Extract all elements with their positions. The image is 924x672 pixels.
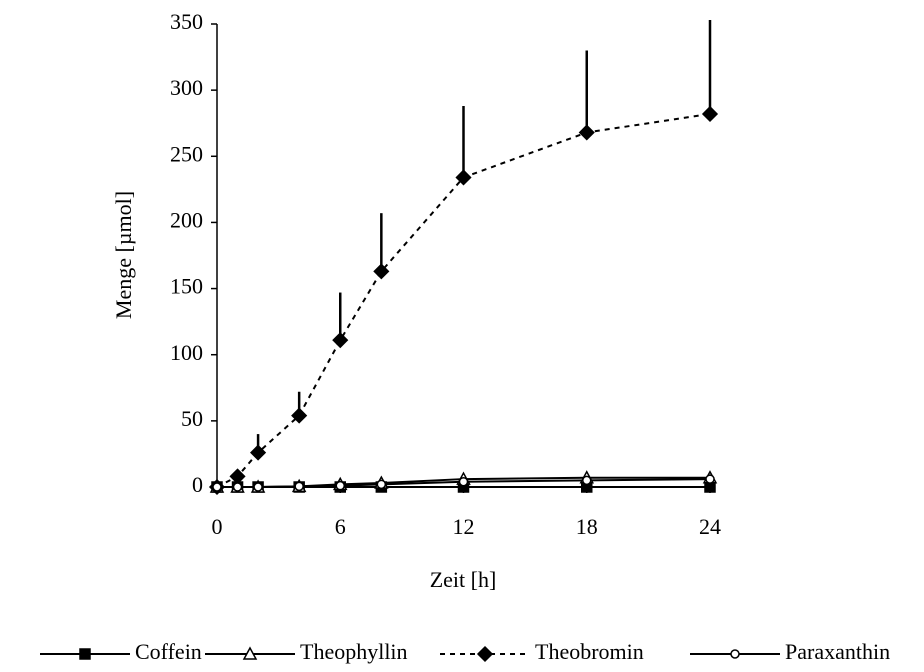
x-axis-title: Zeit [h] <box>430 567 497 592</box>
data-point <box>212 482 222 492</box>
data-point <box>376 479 387 490</box>
data-point <box>458 476 469 487</box>
data-point <box>705 474 715 484</box>
y-tick-label: 300 <box>170 75 203 100</box>
data-point <box>332 332 349 349</box>
x-tick-label: 6 <box>335 514 346 539</box>
y-tick-label: 350 <box>170 9 203 34</box>
data-point <box>582 475 592 486</box>
legend-label: Theobromin <box>535 639 644 664</box>
data-point <box>291 407 308 424</box>
legend-marker <box>242 646 258 660</box>
data-point <box>250 444 267 461</box>
legend-marker <box>730 649 740 659</box>
y-tick-label: 100 <box>170 340 203 365</box>
y-tick-label: 150 <box>170 274 203 299</box>
x-tick-label: 24 <box>699 514 721 539</box>
legend-label: Theophyllin <box>300 639 408 664</box>
data-point <box>335 480 345 491</box>
y-tick-label: 50 <box>181 406 203 431</box>
data-point <box>373 263 390 280</box>
x-tick-label: 0 <box>212 514 223 539</box>
y-tick-label: 0 <box>192 472 203 497</box>
data-point <box>253 482 263 492</box>
data-point <box>701 105 719 123</box>
y-axis-title: Menge [µmol] <box>111 191 136 319</box>
data-point <box>455 169 472 186</box>
legend-marker <box>79 648 91 660</box>
legend-marker <box>476 645 494 663</box>
data-point <box>578 124 595 141</box>
data-point <box>232 482 243 492</box>
legend-label: Paraxanthin <box>785 639 890 664</box>
y-tick-label: 250 <box>170 141 203 166</box>
x-tick-label: 12 <box>453 514 475 539</box>
series-line <box>216 112 711 488</box>
data-point <box>294 481 304 492</box>
y-tick-label: 200 <box>170 207 203 232</box>
legend-label: Coffein <box>135 639 202 664</box>
x-tick-label: 18 <box>576 514 598 539</box>
